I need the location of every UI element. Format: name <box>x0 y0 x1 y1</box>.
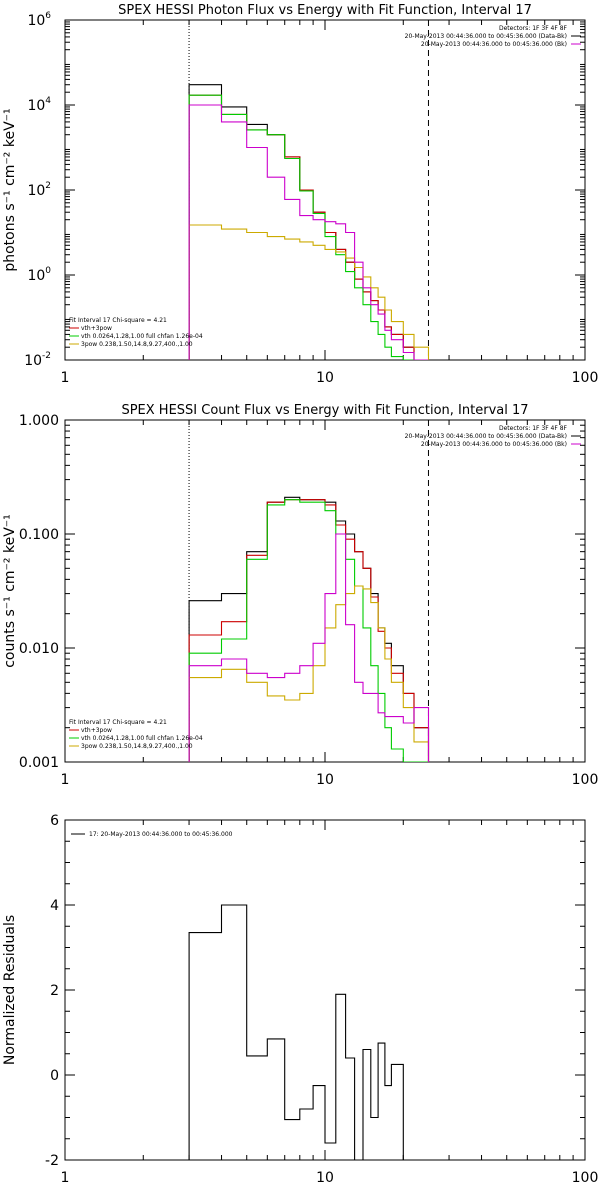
series-4-line <box>188 104 429 360</box>
x-tick-label: 10 <box>316 1170 334 1186</box>
top-legend-line: 20-May-2013 00:44:36.000 to 00:45:36.000… <box>405 33 567 40</box>
x-tick-label: 100 <box>572 772 599 788</box>
y-tick-label: 106 <box>27 11 51 29</box>
series-3-line <box>188 224 430 360</box>
chart-panel-3: Normalized Residuals 1 10 100 -2 0 2 4 6 17: 20-M… <box>2 813 598 1186</box>
y-tick-base: 0.001 <box>19 755 59 771</box>
y-tick-base: 4 <box>50 898 59 914</box>
series-group <box>188 496 430 762</box>
y-tick-base: 10 <box>27 183 45 199</box>
x-tick-label: 100 <box>572 370 599 386</box>
top-legend-line: Detectors: 1F 3F 4F 8F <box>499 25 568 32</box>
y-tick-label: 0 <box>50 1068 59 1084</box>
y-tick-label: 4 <box>50 898 59 914</box>
y-tick-base: 10 <box>27 13 45 29</box>
top-legend-line: 20-May-2013 00:44:36.000 to 00:45:36.000… <box>405 433 567 440</box>
y-tick-exponent: 0 <box>45 266 51 276</box>
series-group <box>188 904 429 1160</box>
series-0-line <box>188 904 429 1160</box>
y-tick-label: 100 <box>27 266 51 284</box>
y-tick-base: 6 <box>50 813 59 829</box>
y-tick-exponent: 4 <box>45 96 51 106</box>
series-2-line <box>188 94 429 360</box>
series-3-line <box>188 585 430 762</box>
y-axis-label: counts s⁻¹ cm⁻² keV⁻¹ <box>2 514 18 668</box>
y-tick-base: 0 <box>50 1068 59 1084</box>
plot-frame <box>64 19 586 361</box>
y-tick-label: 6 <box>50 813 59 829</box>
y-tick-label: 104 <box>27 96 51 114</box>
plot-frame <box>64 419 586 763</box>
y-tick-base: 1.000 <box>19 413 59 429</box>
y-tick-base: 0.010 <box>19 641 59 657</box>
y-tick-label: 0.010 <box>19 641 59 657</box>
fit-legend-line: 3pow 0.238,1.50,14.8,9.27,400.,1.00 <box>81 743 193 750</box>
y-tick-exponent: 2 <box>45 181 51 191</box>
y-tick-exponent: 6 <box>45 11 51 21</box>
y-axis-label: Normalized Residuals <box>2 915 18 1065</box>
x-tick-label: 10 <box>316 772 334 788</box>
y-tick-label: 10-2 <box>24 351 51 369</box>
y-axis-label: photons s⁻¹ cm⁻² keV⁻¹ <box>2 108 18 271</box>
fit-legend-line: Fit Interval 17 Chi-square = 4.21 <box>69 719 167 726</box>
x-tick-label: 100 <box>572 1170 599 1186</box>
fit-legend-line: vth+3pow <box>81 727 112 734</box>
x-tick-label: 10 <box>316 370 334 386</box>
y-tick-base: 0.100 <box>19 527 59 543</box>
series-0-line <box>188 84 429 360</box>
fit-legend-line: 3pow 0.238,1.50,14.8,9.27,400.,1.00 <box>81 341 193 348</box>
chart-title: SPEX HESSI Photon Flux vs Energy with Fi… <box>118 3 532 18</box>
fit-legend-line: vth 0.0264,1.28,1.00 full chfan 1.26e-04 <box>81 333 203 340</box>
series-1-line <box>188 94 429 360</box>
fit-legend-line: vth 0.0264,1.28,1.00 full chfan 1.26e-04 <box>81 735 203 742</box>
fit-legend-line: Fit Interval 17 Chi-square = 4.21 <box>69 317 167 324</box>
chart-panel-2: SPEX HESSI Count Flux vs Energy with Fit… <box>2 403 598 788</box>
top-legend-line: Detectors: 1F 3F 4F 8F <box>499 425 568 432</box>
y-tick-base: 10 <box>27 98 45 114</box>
top-legend-line: 20-May-2013 00:44:36.000 to 00:45:36.000… <box>421 41 567 48</box>
series-group <box>188 84 430 360</box>
y-tick-label: 102 <box>27 181 51 199</box>
x-tick-label: 1 <box>61 370 70 386</box>
y-tick-label: 0.100 <box>19 527 59 543</box>
x-tick-label: 1 <box>61 1170 70 1186</box>
series-4-line <box>188 533 430 762</box>
series-1-line <box>188 499 430 762</box>
y-tick-label: 2 <box>50 983 59 999</box>
y-tick-base: 10 <box>27 268 45 284</box>
x-tick-label: 1 <box>61 772 70 788</box>
chart-title: SPEX HESSI Count Flux vs Energy with Fit… <box>121 403 528 418</box>
y-tick-base: -2 <box>45 1153 59 1169</box>
y-tick-base: 2 <box>50 983 59 999</box>
y-tick-label: -2 <box>45 1153 59 1169</box>
y-tick-base: 10 <box>24 353 42 369</box>
y-tick-label: 0.001 <box>19 755 59 771</box>
y-tick-exponent: -2 <box>42 351 51 361</box>
series-0-line <box>188 496 430 762</box>
fit-legend-line: vth+3pow <box>81 325 112 332</box>
chart-panel-1: SPEX HESSI Photon Flux vs Energy with Fi… <box>2 3 598 386</box>
top-legend-line: 20-May-2013 00:44:36.000 to 00:45:36.000… <box>421 441 567 448</box>
y-tick-label: 1.000 <box>19 413 59 429</box>
legend-label: 17: 20-May-2013 00:44:36.000 to 00:45:36… <box>89 831 233 838</box>
series-2-line <box>188 499 429 762</box>
